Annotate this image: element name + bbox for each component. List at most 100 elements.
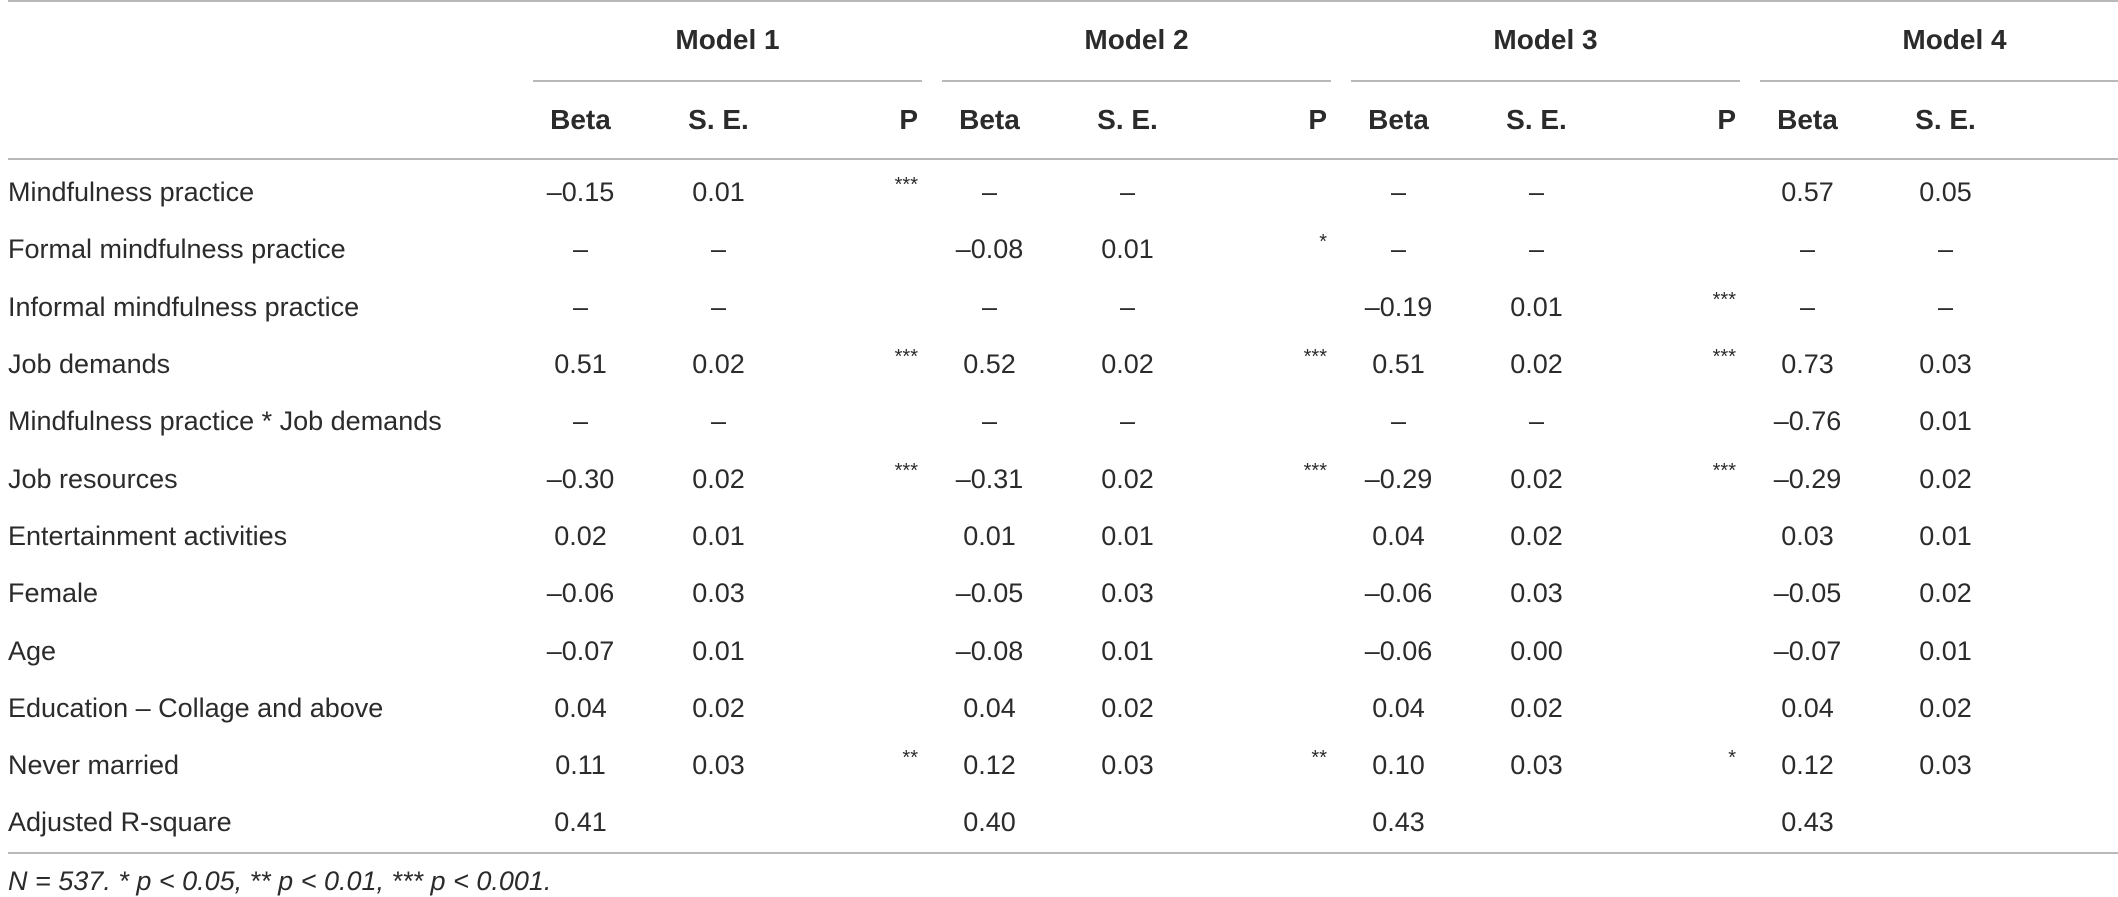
table-body: Mindfulness practice –0.15 0.01 *** – – – –0.57… bbox=[8, 159, 2118, 854]
se-cell: 0.02 bbox=[692, 692, 745, 723]
p-cell: ** bbox=[1311, 746, 1327, 769]
p-cell bbox=[2026, 622, 2118, 679]
beta-cell: 0.73 bbox=[1781, 349, 1834, 380]
se-cell: 0.02 bbox=[1101, 692, 1154, 723]
p-cell bbox=[1617, 159, 1750, 221]
p-cell bbox=[1617, 680, 1750, 737]
se-cell: 0.02 bbox=[1101, 349, 1154, 380]
p-cell bbox=[799, 565, 932, 622]
p-cell: *** bbox=[894, 460, 918, 483]
beta-cell: 0.12 bbox=[963, 750, 1016, 781]
beta-cell: –0.31 bbox=[955, 463, 1024, 494]
se-cell: 0.03 bbox=[692, 750, 745, 781]
se-cell: 0.01 bbox=[1919, 635, 1972, 666]
se-cell bbox=[638, 794, 799, 854]
beta-cell: 0.02 bbox=[554, 520, 607, 551]
table-row: Female –0.06 0.03 –0.05 0.03 –0.06 0.03 –0.05 0.… bbox=[8, 565, 2118, 622]
se-cell: 0.02 bbox=[1510, 463, 1563, 494]
table-row: Adjusted R-square 0.41 0.40 0.43 0.43 bbox=[8, 794, 2118, 854]
beta-cell: –0.06 bbox=[546, 578, 615, 609]
p-cell bbox=[1208, 159, 1341, 221]
se-cell: 0.05 bbox=[1919, 177, 1972, 208]
se-cell: 0.01 bbox=[1101, 234, 1154, 265]
beta-cell: – bbox=[1799, 291, 1816, 322]
se-cell: 0.02 bbox=[1510, 349, 1563, 380]
model-header-row: Model 1 Model 2 Model 3 Model 4 bbox=[8, 0, 2118, 82]
se-cell: 0.01 bbox=[692, 520, 745, 551]
row-label-subheader bbox=[8, 82, 523, 160]
se-cell: – bbox=[1119, 406, 1136, 437]
p-cell bbox=[1208, 393, 1341, 450]
se-cell: 0.01 bbox=[1510, 291, 1563, 322]
model-3-header: Model 3 bbox=[1341, 0, 1750, 82]
p-header: P bbox=[1208, 82, 1341, 160]
p-cell: *** bbox=[1712, 460, 1736, 483]
p-cell bbox=[1208, 508, 1341, 565]
beta-cell: –0.08 bbox=[955, 234, 1024, 265]
se-cell: 0.02 bbox=[692, 463, 745, 494]
table-header: Model 1 Model 2 Model 3 Model 4 Beta S. … bbox=[8, 0, 2118, 160]
beta-cell: 0.10 bbox=[1372, 750, 1425, 781]
model-1-header: Model 1 bbox=[523, 0, 932, 82]
table-row: Entertainment activities 0.02 0.01 0.01 0.01… bbox=[8, 508, 2118, 565]
beta-cell: –0.06 bbox=[1364, 635, 1433, 666]
beta-cell: –0.19 bbox=[1364, 291, 1433, 322]
p-cell bbox=[1208, 279, 1341, 336]
p-cell bbox=[799, 680, 932, 737]
se-cell: 0.01 bbox=[1919, 406, 1972, 437]
beta-cell: –0.76 bbox=[1773, 406, 1842, 437]
model-4-label: Model 4 bbox=[1902, 24, 2007, 55]
p-cell: *** bbox=[2026, 336, 2118, 393]
table-row: Mindfulness practice * Job demands – – – – – –… bbox=[8, 393, 2118, 450]
p-cell: *** bbox=[894, 174, 918, 196]
se-cell: 0.01 bbox=[692, 177, 745, 208]
p-cell: ** bbox=[2026, 159, 2118, 221]
table-row: Formal mindfulness practice – – –0.08 0.01 * –… bbox=[8, 221, 2118, 278]
table-row: Job resources –0.30 0.02 *** –0.31 0.02 *** –0.… bbox=[8, 450, 2118, 507]
beta-cell: –0.07 bbox=[1773, 635, 1842, 666]
model-1-label: Model 1 bbox=[675, 24, 780, 55]
se-cell: – bbox=[1528, 234, 1545, 265]
p-cell bbox=[1208, 794, 1341, 854]
p-cell: *** bbox=[2026, 450, 2118, 507]
se-cell: – bbox=[1937, 291, 1954, 322]
beta-cell: –0.05 bbox=[1773, 578, 1842, 609]
p-cell: *** bbox=[1712, 288, 1736, 311]
beta-cell: –0.29 bbox=[1773, 463, 1842, 494]
p-cell: *** bbox=[2026, 393, 2118, 450]
regression-table: Model 1 Model 2 Model 3 Model 4 Beta S. … bbox=[8, 0, 2118, 854]
p-cell bbox=[799, 279, 932, 336]
beta-cell: 0.01 bbox=[963, 520, 1016, 551]
row-label: Adjusted R-square bbox=[8, 794, 523, 854]
p-cell bbox=[799, 508, 932, 565]
p-cell: *** bbox=[1303, 460, 1327, 483]
beta-cell: 0.04 bbox=[554, 692, 607, 723]
p-cell: * bbox=[1319, 231, 1327, 254]
p-cell bbox=[1617, 221, 1750, 278]
se-cell: 0.01 bbox=[692, 635, 745, 666]
beta-cell: – bbox=[1799, 234, 1816, 265]
se-cell: 0.02 bbox=[692, 349, 745, 380]
model-4-header: Model 4 bbox=[1750, 0, 2118, 82]
se-cell: 0.02 bbox=[1919, 692, 1972, 723]
se-cell: – bbox=[710, 291, 727, 322]
subheader-row: Beta S. E. P Beta S. E. P Beta S. E. P B… bbox=[8, 82, 2118, 160]
beta-cell: 0.12 bbox=[1781, 750, 1834, 781]
beta-cell: –0.07 bbox=[546, 635, 615, 666]
row-label: Age bbox=[8, 635, 57, 666]
se-cell: – bbox=[1119, 291, 1136, 322]
se-cell: – bbox=[710, 234, 727, 265]
se-cell: 0.03 bbox=[1919, 750, 1972, 781]
row-label: Never married bbox=[8, 750, 180, 781]
se-cell: 0.03 bbox=[1510, 578, 1563, 609]
p-cell: ** bbox=[2026, 737, 2118, 794]
p-cell bbox=[1617, 508, 1750, 565]
p-cell bbox=[799, 622, 932, 679]
beta-cell: – bbox=[1390, 234, 1407, 265]
p-cell bbox=[1208, 565, 1341, 622]
se-header: S. E. bbox=[1865, 82, 2026, 160]
p-cell bbox=[1617, 622, 1750, 679]
beta-header: Beta bbox=[523, 82, 638, 160]
se-cell bbox=[1047, 794, 1208, 854]
row-label: Entertainment activities bbox=[8, 520, 288, 551]
